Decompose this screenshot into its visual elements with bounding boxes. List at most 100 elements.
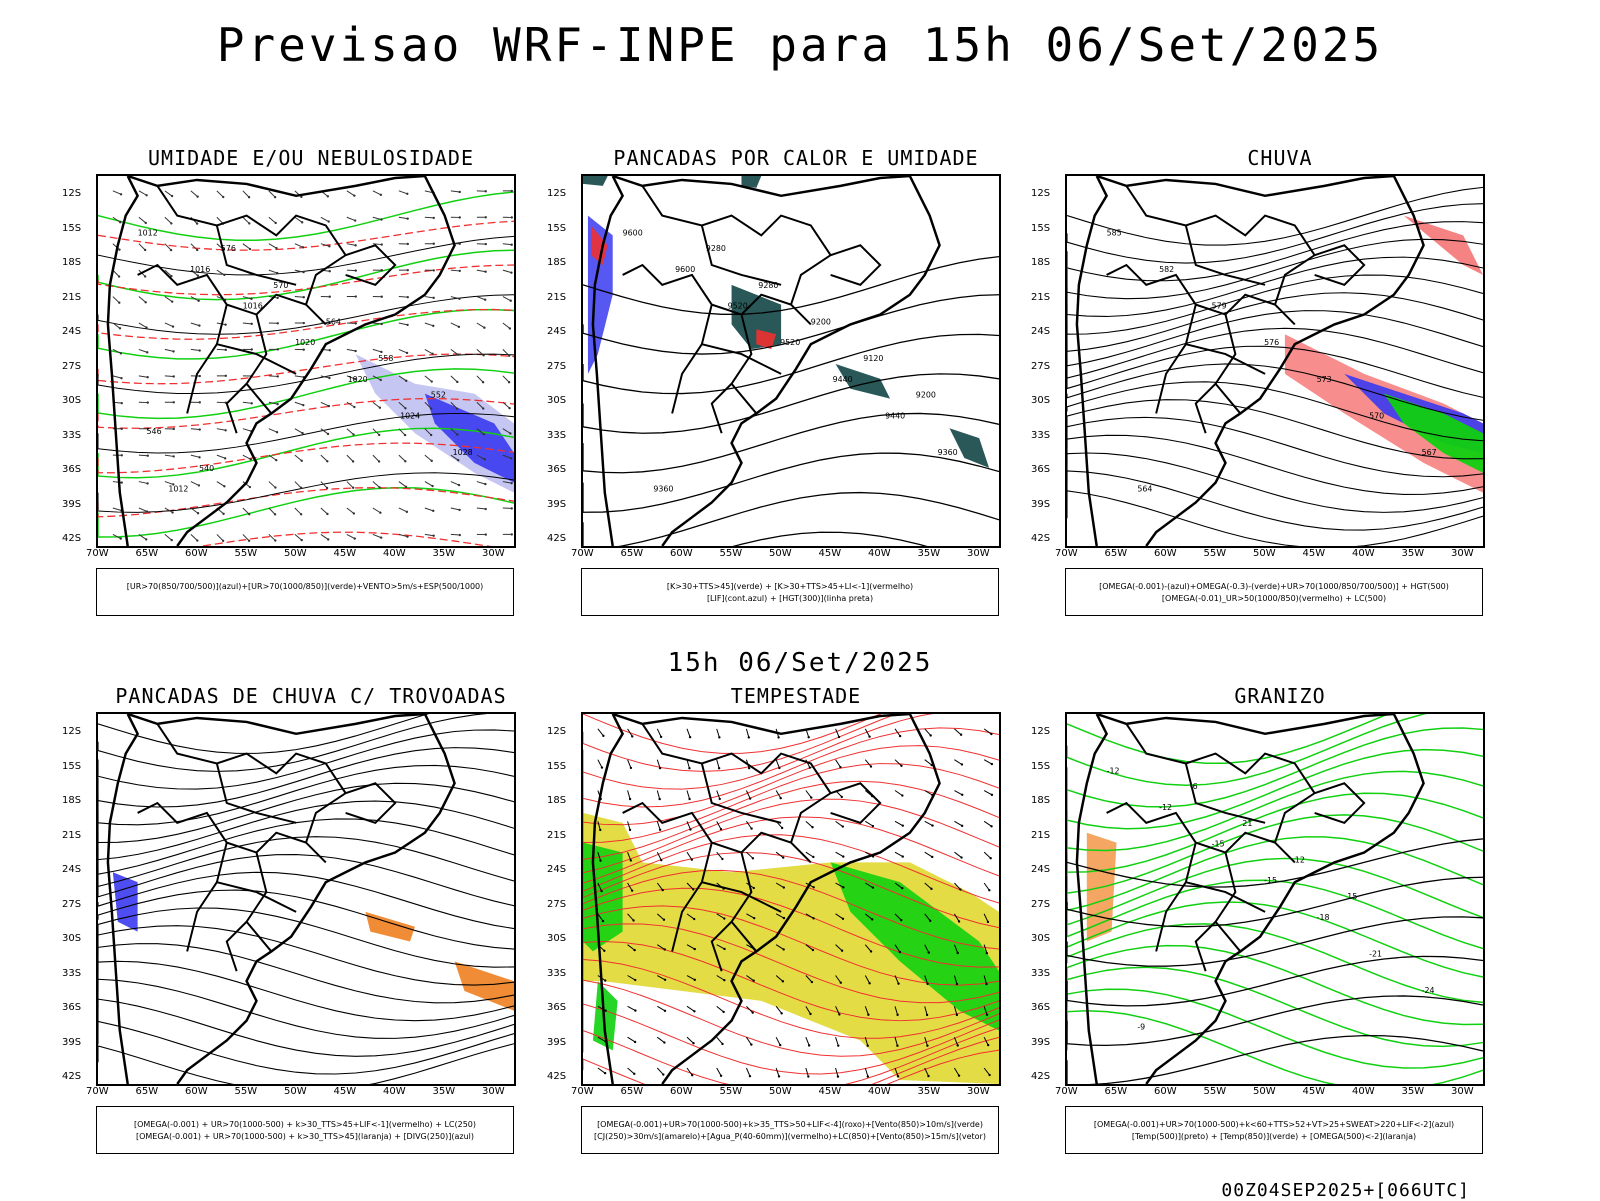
wind-vector: [165, 323, 173, 327]
wind-vector: [165, 217, 171, 223]
wind-vector: [503, 270, 512, 273]
contour-label: 540: [199, 464, 214, 473]
wind-vector: [321, 508, 328, 514]
wind-vector: [503, 244, 512, 245]
wind-vector: [217, 534, 223, 540]
lon-tick-label: 30W: [482, 1086, 505, 1097]
wind-vector: [451, 376, 457, 382]
lat-tick-label: 24S: [1031, 326, 1050, 337]
wind-vector: [925, 821, 933, 825]
legend-line: [CJ(250)>30m/s](amarelo)+[Agua_P(40-60mm…: [582, 1131, 998, 1143]
wind-vector: [269, 270, 277, 273]
wind-vector: [113, 508, 122, 511]
contour-line: [98, 979, 514, 1038]
lat-tick-label: 18S: [1031, 795, 1050, 806]
lat-tick-label: 12S: [547, 726, 566, 737]
contour-label: 564: [1137, 485, 1152, 494]
legend-line: [OMEGA(-0.001)-(azul)+OMEGA(-0.3)-(verde…: [1066, 581, 1482, 593]
wind-vector: [113, 376, 122, 378]
wind-vector: [687, 729, 690, 737]
lon-tick-label: 55W: [235, 1086, 258, 1097]
wind-vector: [399, 323, 408, 325]
contour-line: [1067, 956, 1483, 1005]
contour-line: [98, 354, 514, 393]
wind-vector: [191, 534, 197, 540]
legend-box: [OMEGA(-0.001)+UR>70(1000-500)+k>35_TTS>…: [581, 1106, 999, 1154]
contour-line: [98, 1044, 514, 1084]
contour-line: [583, 493, 999, 546]
legend-box: [OMEGA(-0.001)-(azul)+OMEGA(-0.3)-(verde…: [1065, 568, 1483, 616]
wind-vector: [191, 455, 200, 457]
wind-vector: [217, 191, 223, 197]
legend-line: [OMEGA(-0.001) + UR>70(1000-500) + k>30_…: [97, 1131, 513, 1143]
wind-vector: [243, 402, 252, 403]
wind-vector: [895, 760, 901, 766]
contour-label: -15: [1212, 840, 1225, 849]
contour-line: [98, 908, 514, 967]
wind-vector: [373, 534, 381, 537]
wind-vector: [243, 191, 249, 197]
panel-title: PANCADAS DE CHUVA C/ TROVOADAS: [96, 684, 526, 708]
wind-vector: [806, 1068, 808, 1077]
wind-vector: [628, 1037, 636, 1042]
wind-vector: [399, 482, 406, 487]
wind-vector: [657, 1006, 665, 1010]
lat-tick-label: 27S: [547, 899, 566, 910]
wind-vector: [243, 455, 251, 459]
lat-tick-label: 18S: [547, 795, 566, 806]
contour-label: 579: [1212, 302, 1227, 311]
wind-vector: [425, 297, 434, 298]
wind-vector: [628, 1068, 635, 1074]
lon-tick-label: 65W: [136, 1086, 159, 1097]
wind-vector: [425, 534, 434, 535]
lat-tick-label: 27S: [62, 899, 81, 910]
wind-vector: [687, 791, 690, 800]
contour-label: 1020: [295, 338, 315, 347]
contour-line: [1067, 946, 1483, 1025]
main-title: Previsao WRF-INPE para 15h 06/Set/2025: [0, 18, 1600, 72]
lon-tick-label: 50W: [284, 1086, 307, 1097]
lat-tick-label: 33S: [547, 968, 566, 979]
legend-box: [K>30+TTS>45](verde) + [K>30+TTS>45+LI<-…: [581, 568, 999, 616]
wind-vector: [269, 376, 278, 377]
wind-vector: [477, 508, 486, 509]
wind-vector: [806, 821, 813, 827]
wind-vector: [425, 323, 433, 326]
wind-vector: [503, 297, 511, 301]
wind-vector: [295, 482, 301, 488]
lon-tick-label: 60W: [185, 1086, 208, 1097]
contour-line: [1067, 967, 1483, 1046]
wind-vector: [477, 323, 485, 328]
wind-vector: [217, 482, 225, 487]
wind-vector: [717, 1037, 723, 1044]
lat-tick-label: 39S: [547, 499, 566, 510]
wind-vector: [295, 455, 302, 461]
lat-tick-label: 15S: [1031, 223, 1050, 234]
wind-vector: [217, 429, 226, 431]
wind-vector: [657, 821, 660, 829]
map-frame: [581, 712, 1001, 1086]
contour-line: [1067, 996, 1483, 1045]
wind-vector: [321, 455, 327, 461]
map-svg: [98, 714, 514, 1084]
wind-vector: [865, 760, 871, 767]
lat-tick-label: 21S: [1031, 292, 1050, 303]
lat-tick-label: 30S: [547, 395, 566, 406]
wind-vector: [776, 1037, 780, 1045]
contour-label: 573: [1317, 375, 1332, 384]
lat-tick-label: 24S: [62, 864, 81, 875]
wind-vector: [717, 1006, 724, 1012]
lat-tick-label: 39S: [62, 1037, 81, 1048]
contour-label: 576: [221, 244, 236, 253]
contour-label: 12: [1295, 855, 1305, 864]
wind-vector: [243, 508, 249, 514]
contour-label: -6: [1190, 782, 1198, 791]
map-frame: [96, 712, 516, 1086]
lat-tick-label: 18S: [1031, 257, 1050, 268]
wind-vector: [347, 455, 353, 461]
lat-tick-label: 24S: [62, 326, 81, 337]
lat-tick-label: 15S: [547, 761, 566, 772]
wind-vector: [191, 482, 199, 486]
lat-tick-label: 39S: [1031, 499, 1050, 510]
wind-vector: [806, 852, 813, 857]
